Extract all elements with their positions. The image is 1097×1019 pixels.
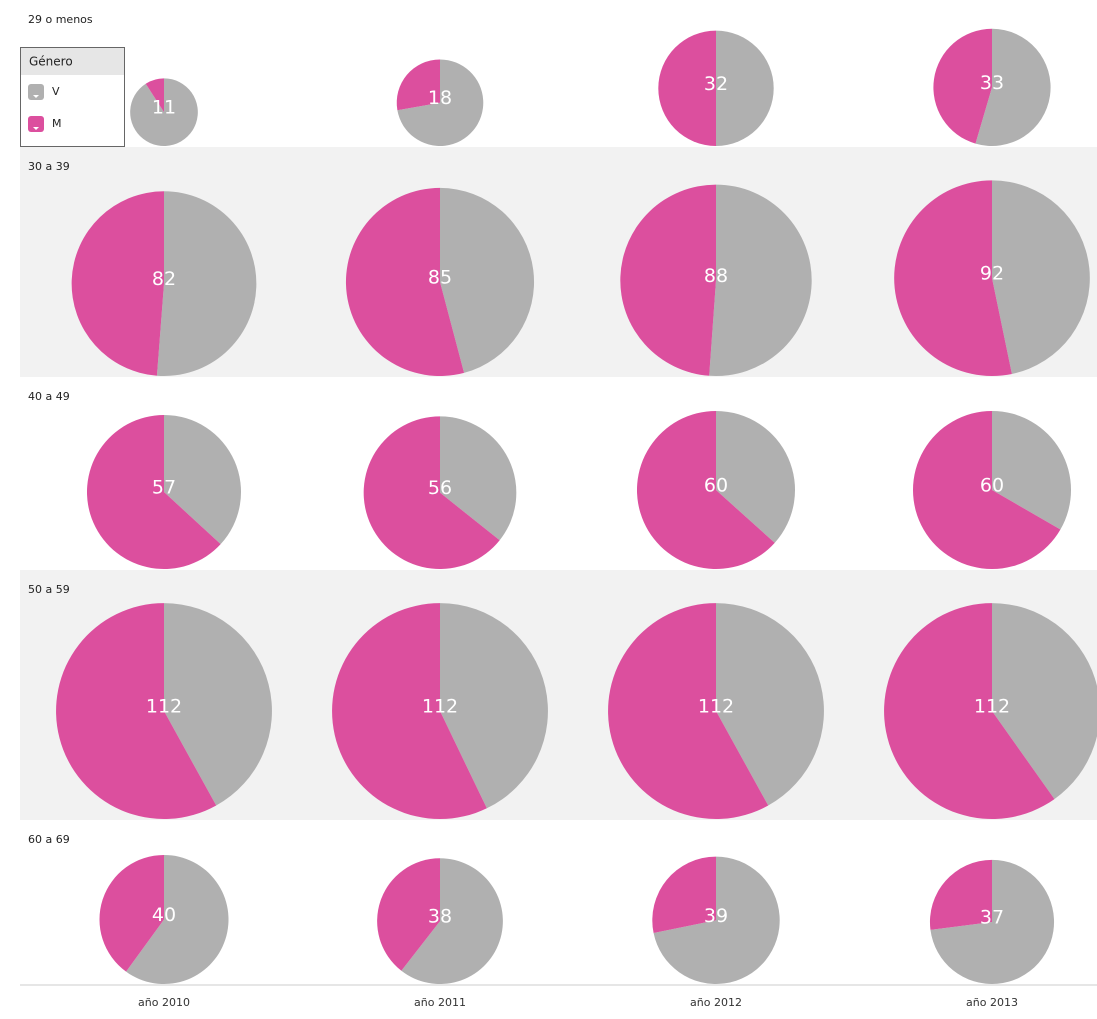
pie-slice xyxy=(933,28,992,144)
pie-slice xyxy=(975,28,1051,147)
total-label: 40 xyxy=(152,904,176,926)
pie-slice xyxy=(126,854,229,984)
total-label: 32 xyxy=(704,73,728,95)
legend-swatch xyxy=(28,116,44,132)
pie-slice xyxy=(930,859,1055,985)
total-label: 112 xyxy=(698,696,734,718)
pie-slice xyxy=(86,414,221,569)
total-label: 37 xyxy=(980,906,1004,928)
legend-label: M xyxy=(52,117,62,130)
total-label: 33 xyxy=(980,72,1004,94)
total-label: 38 xyxy=(428,906,452,928)
total-label: 60 xyxy=(980,474,1004,496)
column-label: año 2010 xyxy=(138,996,190,1009)
legend-title: Género xyxy=(29,55,73,69)
pie-slice xyxy=(992,180,1090,374)
row-label: 50 a 59 xyxy=(28,583,70,596)
legend-swatch-arrow xyxy=(33,127,39,130)
column-label: año 2011 xyxy=(414,996,466,1009)
legend-header xyxy=(21,48,124,75)
pie-slice xyxy=(620,184,716,376)
row-label: 29 o menos xyxy=(28,13,93,26)
row-label: 30 a 39 xyxy=(28,160,70,173)
pie-slice xyxy=(440,187,535,373)
total-label: 60 xyxy=(704,474,728,496)
pie-slice xyxy=(145,78,164,113)
total-label: 18 xyxy=(428,87,452,109)
column-label: año 2012 xyxy=(690,996,742,1009)
pie-slice xyxy=(653,856,780,984)
total-label: 92 xyxy=(980,263,1004,285)
pie-slice xyxy=(716,30,774,146)
pie-slice xyxy=(401,858,503,984)
pie-slice xyxy=(164,603,272,806)
pie-slice xyxy=(929,859,992,930)
total-label: 57 xyxy=(152,476,176,498)
legend-label: V xyxy=(52,85,60,98)
pie-slice xyxy=(56,603,217,819)
total-label: 11 xyxy=(152,97,176,119)
pie-slice xyxy=(652,856,716,934)
total-label: 85 xyxy=(428,266,452,288)
pie-slice xyxy=(397,59,484,146)
pie-slice xyxy=(332,603,487,819)
pie-slice xyxy=(636,410,775,569)
row-label: 60 a 69 xyxy=(28,833,70,846)
pie-slice xyxy=(658,30,716,146)
pie-slice xyxy=(894,180,1012,376)
pie-slice xyxy=(912,410,1061,569)
pie-slice xyxy=(992,410,1072,530)
column-label: año 2013 xyxy=(966,996,1018,1009)
pie-slice xyxy=(992,603,1097,800)
total-label: 39 xyxy=(704,905,728,927)
pie-slice xyxy=(608,603,769,819)
pie-slice xyxy=(396,59,440,111)
pie-slice xyxy=(71,191,164,376)
pie-slice xyxy=(440,603,548,809)
pie-slice xyxy=(164,414,242,545)
pie-slice xyxy=(99,854,164,972)
total-label: 112 xyxy=(146,696,182,718)
pie-slice xyxy=(363,416,500,569)
pie-slice xyxy=(716,410,796,543)
pie-slice xyxy=(440,416,517,541)
legend: Género V M xyxy=(20,47,125,147)
pie-slice xyxy=(884,603,1055,820)
pie-slice xyxy=(377,858,440,971)
pie-slice xyxy=(709,184,812,377)
row-label: 40 a 49 xyxy=(28,390,70,403)
legend-swatch-arrow xyxy=(33,95,39,98)
total-label: 112 xyxy=(422,696,458,718)
pie-slice xyxy=(156,191,257,376)
total-label: 82 xyxy=(152,268,176,290)
total-label: 88 xyxy=(704,265,728,287)
pie-slice xyxy=(716,603,824,806)
legend-swatch xyxy=(28,84,44,100)
total-label: 56 xyxy=(428,477,452,499)
total-label: 112 xyxy=(974,696,1010,718)
pie-slice xyxy=(130,78,198,146)
pie-slice xyxy=(345,187,465,377)
